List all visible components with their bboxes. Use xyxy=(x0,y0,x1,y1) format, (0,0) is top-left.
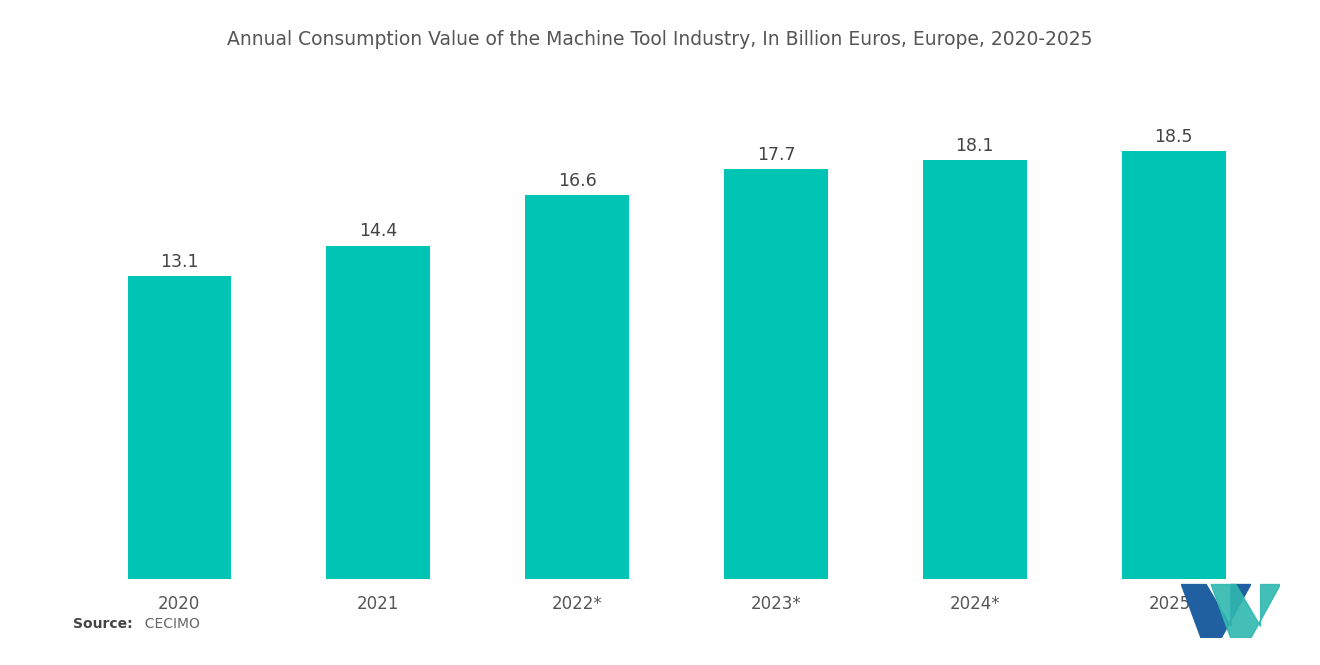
Text: 18.5: 18.5 xyxy=(1155,128,1193,146)
Text: 16.6: 16.6 xyxy=(557,172,597,190)
Bar xyxy=(923,160,1027,579)
Text: CECIMO: CECIMO xyxy=(136,617,199,632)
Polygon shape xyxy=(1212,585,1280,638)
Bar xyxy=(525,195,628,579)
Bar xyxy=(725,170,828,579)
Text: 17.7: 17.7 xyxy=(756,146,795,164)
Text: 14.4: 14.4 xyxy=(359,223,397,241)
Text: Source:: Source: xyxy=(73,617,132,632)
Text: 18.1: 18.1 xyxy=(956,137,994,155)
Bar xyxy=(128,275,231,579)
Text: 13.1: 13.1 xyxy=(160,253,198,271)
Bar xyxy=(326,245,430,579)
Polygon shape xyxy=(1181,585,1250,638)
Text: Annual Consumption Value of the Machine Tool Industry, In Billion Euros, Europe,: Annual Consumption Value of the Machine … xyxy=(227,30,1093,49)
Bar xyxy=(1122,151,1225,579)
